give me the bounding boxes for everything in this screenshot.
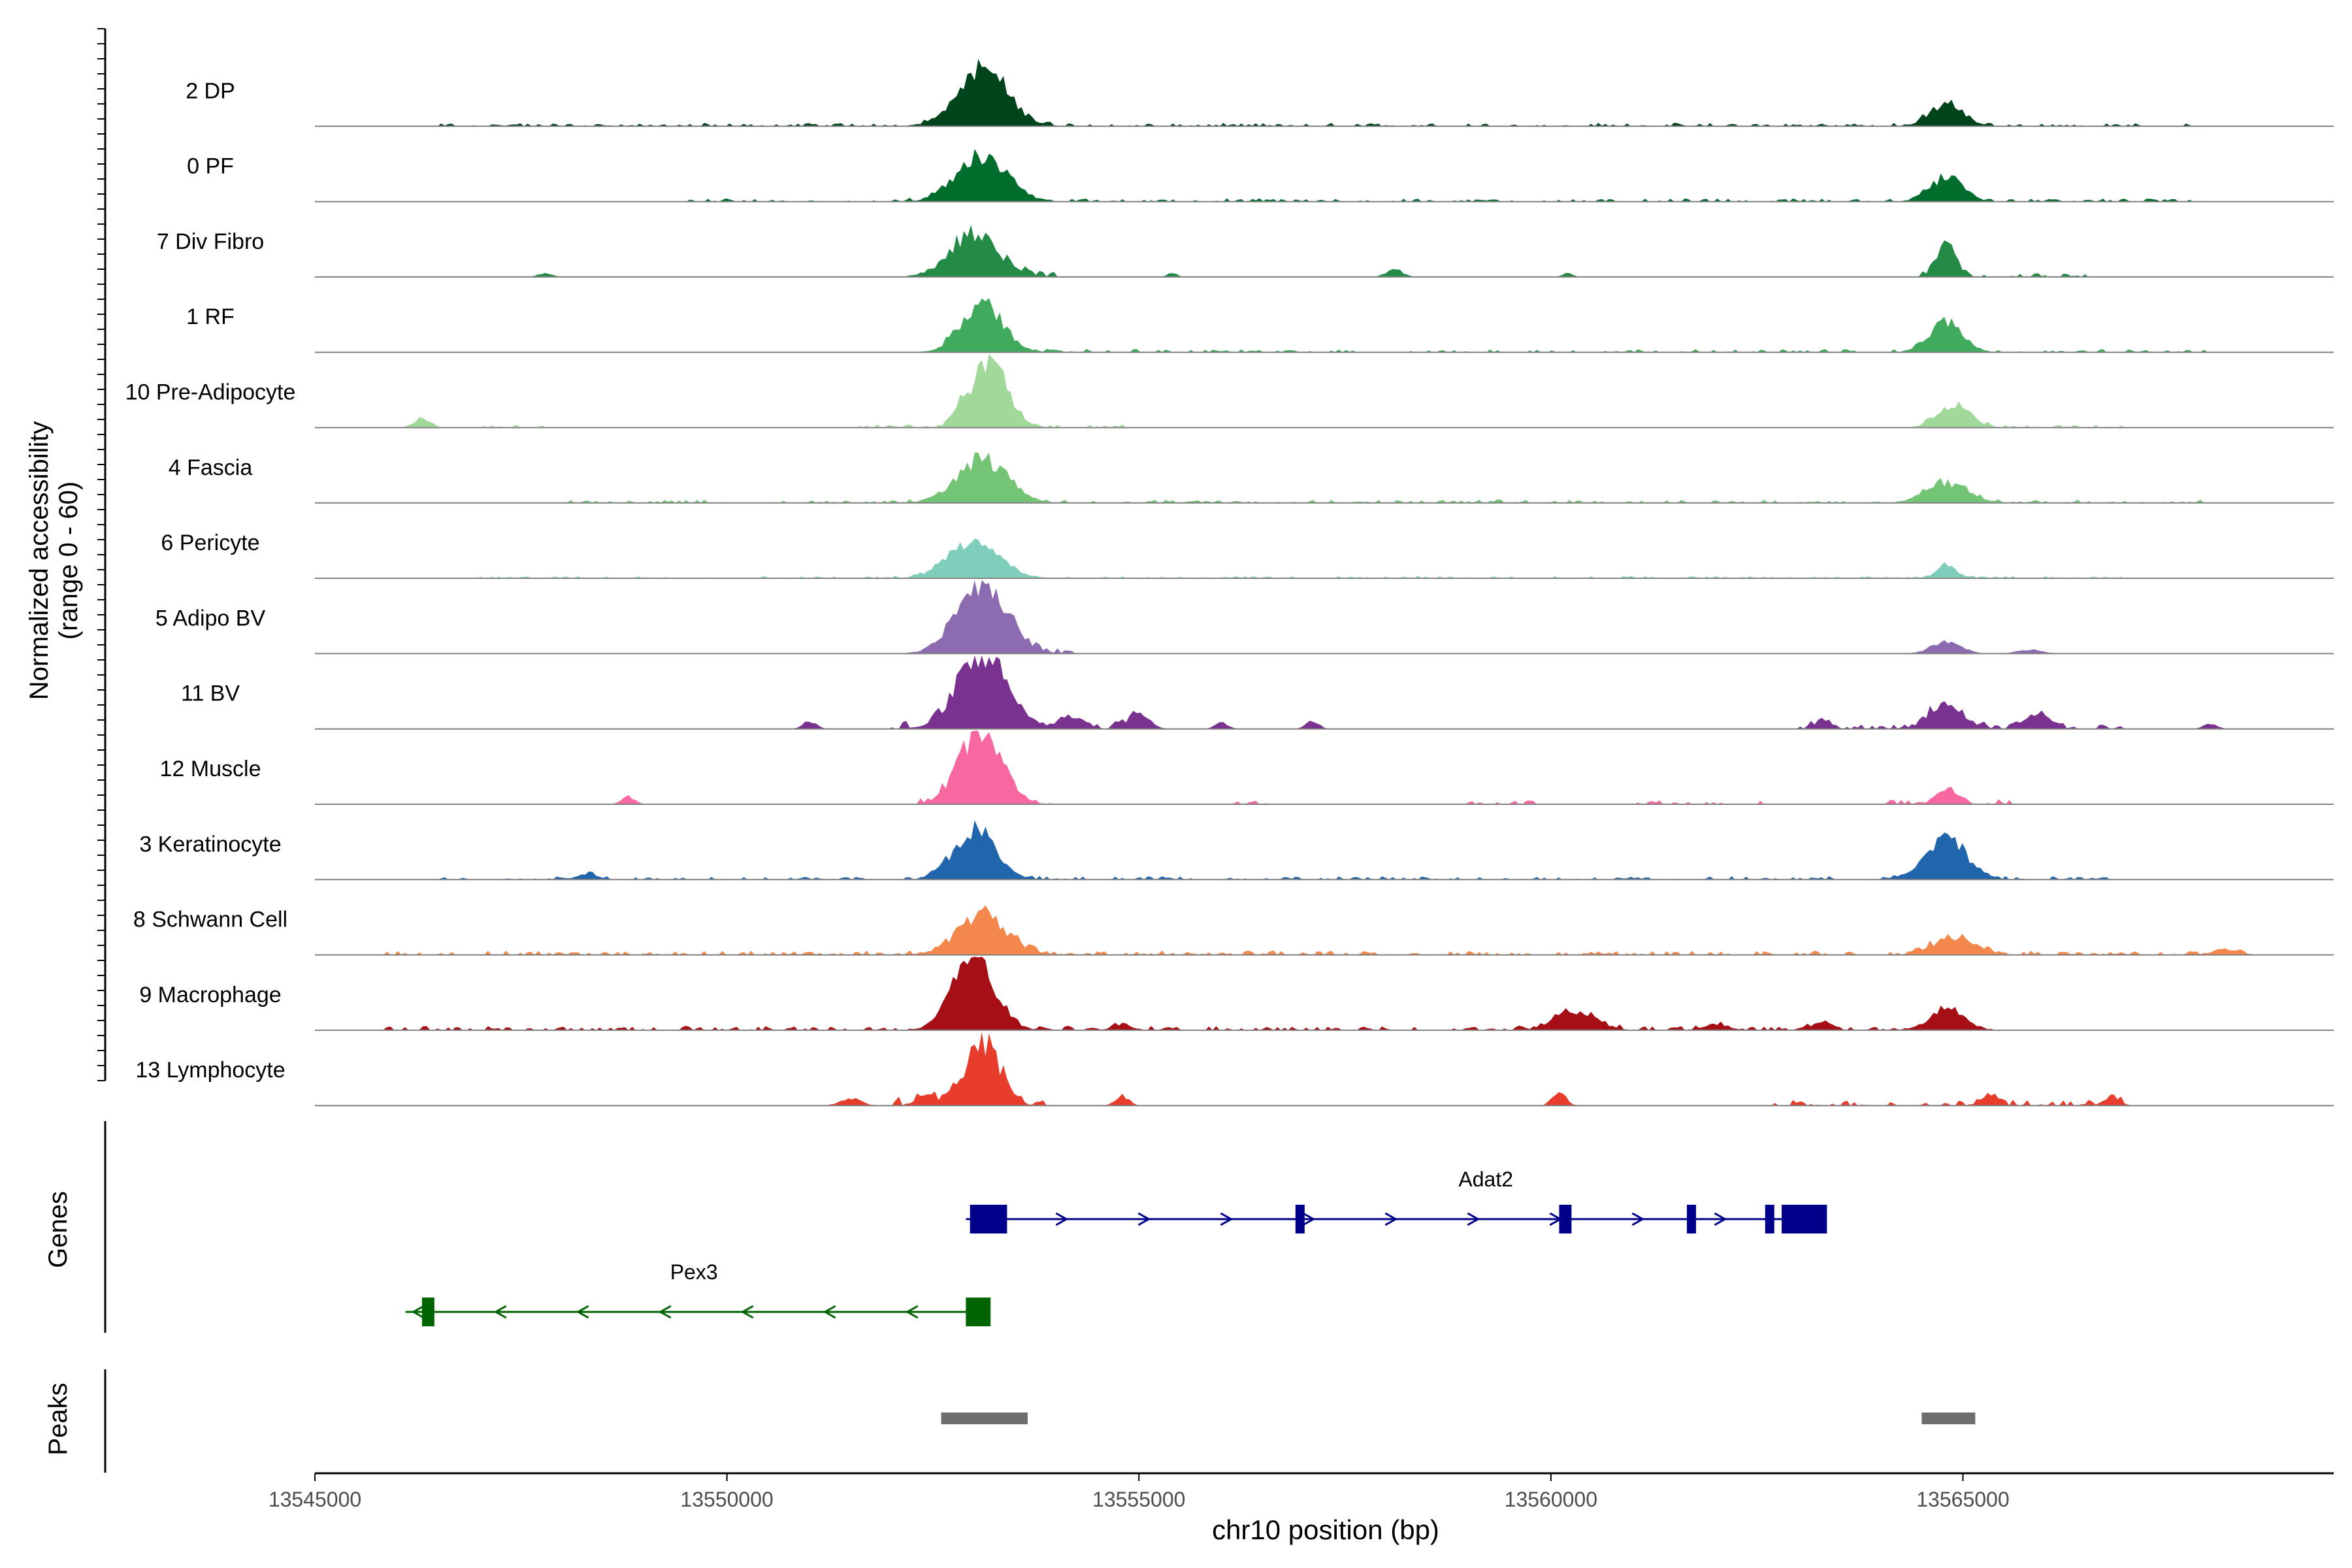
gene-label-pex3: Pex3 — [670, 1260, 718, 1284]
track-label-8-schwann-cell: 8 Schwann Cell — [133, 907, 287, 932]
peaks-track — [941, 1413, 1976, 1424]
coverage-area-7-div-fibro — [315, 225, 2334, 277]
track-label-13-lymphocyte: 13 Lymphocyte — [135, 1058, 285, 1083]
strand-arrow-pex3 — [823, 1305, 836, 1319]
gene-track: Adat2 Pex3 — [405, 1168, 1827, 1326]
exon-adat2 — [1686, 1205, 1696, 1233]
coverage-area-12-muscle — [315, 730, 2334, 804]
x-tick-label: 13550000 — [680, 1488, 773, 1511]
gene-adat2: Adat2 — [966, 1168, 1827, 1233]
exon-adat2 — [1781, 1205, 1827, 1233]
y-axis-label-line2: (range 0 - 60) — [54, 482, 83, 640]
coverage-area-6-pericyte — [315, 538, 2334, 579]
strand-arrow-adat2 — [1220, 1212, 1233, 1226]
track-9-macrophage: 9 Macrophage — [139, 956, 2334, 1031]
strand-arrow-pex3 — [740, 1305, 754, 1319]
x-tick-label: 13560000 — [1505, 1488, 1597, 1511]
coverage-area-8-schwann-cell — [315, 905, 2334, 955]
track-label-1-rf: 1 RF — [186, 304, 235, 329]
peak-region — [1921, 1413, 1976, 1424]
exon-pex3 — [966, 1298, 991, 1326]
x-axis: 13545000 13550000 13555000 13560000 13565000 — [269, 1472, 2334, 1511]
strand-arrow-pex3 — [411, 1305, 425, 1319]
track-label-3-keratinocyte: 3 Keratinocyte — [139, 832, 281, 857]
track-label-4-fascia: 4 Fascia — [169, 455, 253, 480]
y-axis-label-line1: Normalized accessibility — [25, 421, 54, 700]
genes-track-label: Genes — [44, 1191, 73, 1268]
peak-region — [941, 1413, 1028, 1424]
exon-adat2 — [1765, 1205, 1774, 1233]
track-3-keratinocyte: 3 Keratinocyte — [139, 820, 2334, 881]
coverage-area-1-rf — [315, 298, 2334, 353]
x-tick-label: 13555000 — [1092, 1488, 1185, 1511]
exon-pex3 — [421, 1298, 434, 1326]
track-13-lymphocyte: 13 Lymphocyte — [135, 1032, 2334, 1107]
track-12-muscle: 12 Muscle — [160, 730, 2334, 805]
strand-arrow-adat2 — [1055, 1212, 1069, 1226]
track-10-pre-adipocyte: 10 Pre-Adipocyte — [125, 354, 2334, 429]
coverage-area-5-adipo-bv — [315, 580, 2334, 654]
exon-adat2 — [1295, 1205, 1305, 1233]
track-label-10-pre-adipocyte: 10 Pre-Adipocyte — [125, 380, 296, 405]
gene-pex3: Pex3 — [405, 1260, 991, 1326]
coverage-area-4-fascia — [315, 452, 2334, 503]
track-2-dp: 2 DP — [186, 59, 2334, 127]
track-5-adipo-bv: 5 Adipo BV — [155, 580, 2334, 655]
track-label-9-macrophage: 9 Macrophage — [139, 983, 281, 1007]
track-8-schwann-cell: 8 Schwann Cell — [133, 905, 2334, 956]
track-0-pf: 0 PF — [187, 148, 2334, 203]
coverage-area-0-pf — [315, 148, 2334, 202]
track-label-12-muscle: 12 Muscle — [160, 757, 261, 781]
strand-arrow-pex3 — [576, 1305, 589, 1319]
strand-arrow-pex3 — [905, 1305, 919, 1319]
track-7-div-fibro: 7 Div Fibro — [157, 225, 2334, 278]
coverage-area-3-keratinocyte — [315, 820, 2334, 880]
strand-arrow-adat2 — [1384, 1212, 1398, 1226]
exon-adat2 — [970, 1205, 1007, 1233]
exon-adat2 — [1559, 1205, 1572, 1233]
strand-arrow-pex3 — [493, 1305, 507, 1319]
strand-arrow-adat2 — [1467, 1212, 1480, 1226]
strand-arrow-adat2 — [1631, 1212, 1645, 1226]
track-label-7-div-fibro: 7 Div Fibro — [157, 229, 264, 254]
x-axis-label: chr10 position (bp) — [1212, 1514, 1439, 1545]
peaks-track-label: Peaks — [44, 1382, 73, 1455]
track-label-5-adipo-bv: 5 Adipo BV — [155, 606, 266, 630]
coverage-y-axis — [97, 28, 106, 1081]
coverage-area-10-pre-adipocyte — [315, 354, 2334, 428]
track-11-bv: 11 BV — [181, 655, 2334, 730]
coverage-area-13-lymphocyte — [315, 1032, 2334, 1106]
strand-arrow-adat2 — [1137, 1212, 1151, 1226]
x-tick-label: 13565000 — [1916, 1488, 2009, 1511]
strand-arrow-adat2 — [1714, 1212, 1727, 1226]
track-label-0-pf: 0 PF — [187, 154, 234, 179]
track-4-fascia: 4 Fascia — [169, 452, 2334, 504]
gene-label-adat2: Adat2 — [1458, 1168, 1513, 1191]
track-label-2-dp: 2 DP — [186, 78, 235, 103]
strand-arrow-adat2 — [1302, 1212, 1316, 1226]
track-6-pericyte: 6 Pericyte — [161, 531, 2334, 580]
track-1-rf: 1 RF — [186, 298, 2334, 353]
coverage-area-9-macrophage — [315, 956, 2334, 1030]
x-tick-label: 13545000 — [269, 1488, 361, 1511]
coverage-area-11-bv — [315, 655, 2334, 729]
coverage-area-2-dp — [315, 59, 2334, 127]
coverage-tracks: 2 DP 0 PF 7 Div Fibro 1 RF 10 Pre-Adipocyte 4… — [125, 59, 2334, 1107]
track-label-11-bv: 11 BV — [181, 681, 240, 706]
track-label-6-pericyte: 6 Pericyte — [161, 531, 259, 555]
strand-arrow-pex3 — [658, 1305, 672, 1319]
